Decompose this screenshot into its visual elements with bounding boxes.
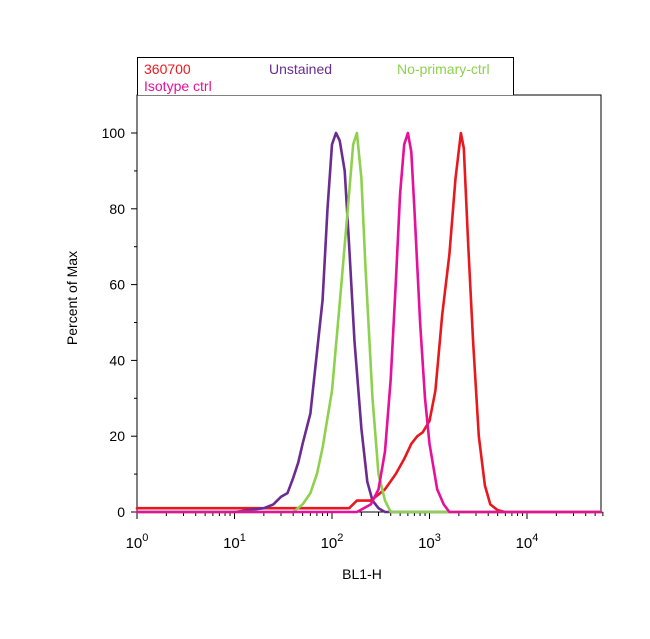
series-line-no-primary-ctrl xyxy=(135,131,603,514)
legend-item-unstained: Unstained xyxy=(269,61,333,77)
x-tick-label-10000: 104 xyxy=(516,532,539,552)
y-tick-label-20: 20 xyxy=(109,428,125,444)
legend-item-360700: 360700 xyxy=(144,61,191,77)
series-line-360700 xyxy=(135,131,603,514)
legend-item-no-primary-ctrl: No-primary-ctrl xyxy=(397,61,490,77)
x-tick-label-10: 101 xyxy=(223,532,246,552)
series-line-isotype-ctrl xyxy=(135,131,603,514)
y-tick-label-0: 0 xyxy=(117,504,125,520)
x-axis-label: BL1-H xyxy=(342,566,382,582)
x-tick-label-1: 100 xyxy=(126,532,149,552)
y-tick-label-60: 60 xyxy=(109,277,125,293)
x-tick-label-100: 102 xyxy=(321,532,344,552)
y-tick-label-100: 100 xyxy=(102,125,126,141)
y-axis-label: Percent of Max xyxy=(64,250,80,346)
y-tick-label-80: 80 xyxy=(109,201,125,217)
y-tick-label-40: 40 xyxy=(109,352,125,368)
series-line-unstained xyxy=(135,131,603,514)
legend-item-isotype-ctrl: Isotype ctrl xyxy=(144,78,212,94)
x-tick-label-1000: 103 xyxy=(418,532,441,552)
legend: 360700 Unstained No-primary-ctrl Isotype… xyxy=(137,57,514,95)
plot-frame xyxy=(136,94,602,513)
